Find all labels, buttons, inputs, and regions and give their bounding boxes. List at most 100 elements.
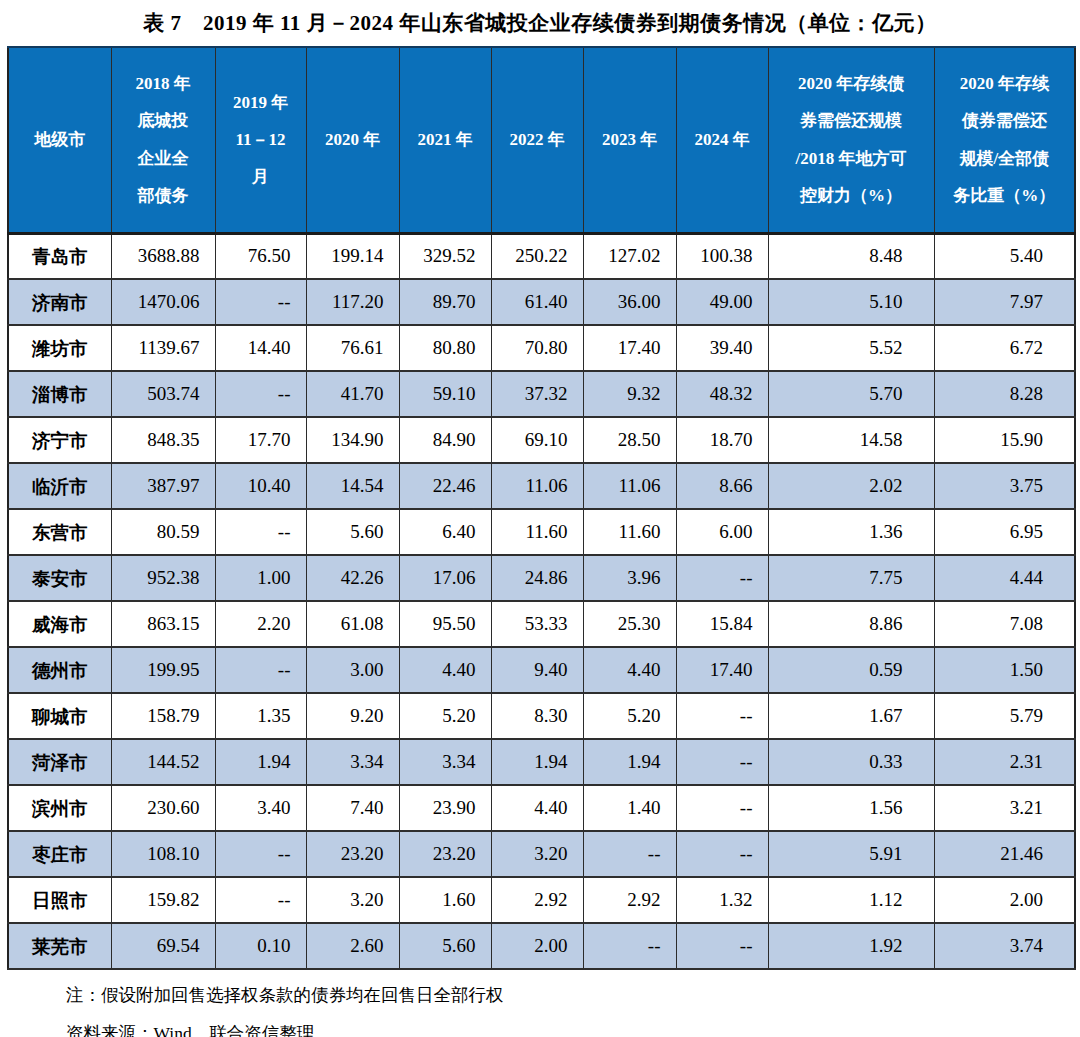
value-cell: 7.08 (934, 601, 1075, 647)
city-cell: 枣庄市 (8, 831, 111, 877)
table-row: 聊城市158.791.359.205.208.305.20--1.675.79 (8, 693, 1075, 739)
value-cell: 2.20 (215, 601, 306, 647)
value-cell: 95.50 (399, 601, 491, 647)
value-cell: 37.32 (491, 371, 583, 417)
city-cell: 威海市 (8, 601, 111, 647)
city-cell: 青岛市 (8, 233, 111, 279)
table-row: 枣庄市108.10--23.2023.203.20----5.9121.46 (8, 831, 1075, 877)
column-header: 2020 年存续债 券需偿还规模 /2018 年地方可 控财力（%） (768, 47, 934, 233)
value-cell: -- (676, 555, 768, 601)
value-cell: 1.94 (491, 739, 583, 785)
column-header: 地级市 (8, 47, 111, 233)
value-cell: 3.20 (491, 831, 583, 877)
value-cell: -- (676, 785, 768, 831)
value-cell: 69.10 (491, 417, 583, 463)
table-footnotes: 注：假设附加回售选择权条款的债券均在回售日全部行权 资料来源：Wind、联合资信… (66, 977, 1080, 1037)
value-cell: 108.10 (111, 831, 215, 877)
value-cell: 89.70 (399, 279, 491, 325)
value-cell: -- (676, 739, 768, 785)
value-cell: 5.20 (399, 693, 491, 739)
value-cell: 2.00 (934, 877, 1075, 923)
value-cell: 3.00 (306, 647, 399, 693)
value-cell: 42.26 (306, 555, 399, 601)
table-row: 德州市199.95--3.004.409.404.4017.400.591.50 (8, 647, 1075, 693)
table-row: 济宁市848.3517.70134.9084.9069.1028.5018.70… (8, 417, 1075, 463)
city-cell: 滨州市 (8, 785, 111, 831)
value-cell: 6.00 (676, 509, 768, 555)
column-header: 2020 年 (306, 47, 399, 233)
value-cell: 15.84 (676, 601, 768, 647)
value-cell: 9.20 (306, 693, 399, 739)
value-cell: 3.34 (306, 739, 399, 785)
value-cell: 5.60 (306, 509, 399, 555)
value-cell: 158.79 (111, 693, 215, 739)
value-cell: 23.90 (399, 785, 491, 831)
document-page: 表 7 2019 年 11 月－2024 年山东省城投企业存续债券到期债务情况（… (0, 0, 1080, 1037)
value-cell: 15.90 (934, 417, 1075, 463)
value-cell: 11.60 (583, 509, 676, 555)
value-cell: 8.86 (768, 601, 934, 647)
value-cell: 1.60 (399, 877, 491, 923)
value-cell: 24.86 (491, 555, 583, 601)
value-cell: 503.74 (111, 371, 215, 417)
value-cell: 6.40 (399, 509, 491, 555)
city-cell: 东营市 (8, 509, 111, 555)
value-cell: 14.54 (306, 463, 399, 509)
value-cell: 3.34 (399, 739, 491, 785)
value-cell: 8.30 (491, 693, 583, 739)
column-header: 2022 年 (491, 47, 583, 233)
value-cell: 17.40 (583, 325, 676, 371)
column-header: 2018 年 底城投 企业全 部债务 (111, 47, 215, 233)
value-cell: 100.38 (676, 233, 768, 279)
value-cell: -- (676, 693, 768, 739)
value-cell: 5.40 (934, 233, 1075, 279)
value-cell: 84.90 (399, 417, 491, 463)
value-cell: 3.75 (934, 463, 1075, 509)
value-cell: 1139.67 (111, 325, 215, 371)
value-cell: 117.20 (306, 279, 399, 325)
value-cell: 5.52 (768, 325, 934, 371)
value-cell: 1.36 (768, 509, 934, 555)
value-cell: 61.08 (306, 601, 399, 647)
column-header: 2021 年 (399, 47, 491, 233)
column-header: 2023 年 (583, 47, 676, 233)
table-row: 青岛市3688.8876.50199.14329.52250.22127.021… (8, 233, 1075, 279)
value-cell: 199.14 (306, 233, 399, 279)
value-cell: 952.38 (111, 555, 215, 601)
value-cell: 1.32 (676, 877, 768, 923)
value-cell: 7.40 (306, 785, 399, 831)
value-cell: 848.35 (111, 417, 215, 463)
value-cell: 17.06 (399, 555, 491, 601)
table-row: 临沂市387.9710.4014.5422.4611.0611.068.662.… (8, 463, 1075, 509)
table-row: 东营市80.59--5.606.4011.6011.606.001.366.95 (8, 509, 1075, 555)
table-source: 资料来源：Wind、联合资信整理 (66, 1015, 1080, 1037)
table-row: 莱芜市69.540.102.605.602.00----1.923.74 (8, 923, 1075, 969)
value-cell: 70.80 (491, 325, 583, 371)
value-cell: 5.91 (768, 831, 934, 877)
value-cell: 7.75 (768, 555, 934, 601)
value-cell: -- (215, 279, 306, 325)
value-cell: 41.70 (306, 371, 399, 417)
value-cell: 1470.06 (111, 279, 215, 325)
table-row: 泰安市952.381.0042.2617.0624.863.96--7.754.… (8, 555, 1075, 601)
value-cell: 3688.88 (111, 233, 215, 279)
value-cell: 5.60 (399, 923, 491, 969)
value-cell: -- (583, 923, 676, 969)
value-cell: 53.33 (491, 601, 583, 647)
value-cell: 4.44 (934, 555, 1075, 601)
city-cell: 临沂市 (8, 463, 111, 509)
city-cell: 济南市 (8, 279, 111, 325)
value-cell: 1.35 (215, 693, 306, 739)
value-cell: 14.58 (768, 417, 934, 463)
value-cell: 3.40 (215, 785, 306, 831)
value-cell: 230.60 (111, 785, 215, 831)
city-cell: 莱芜市 (8, 923, 111, 969)
value-cell: -- (215, 371, 306, 417)
value-cell: 10.40 (215, 463, 306, 509)
value-cell: 61.40 (491, 279, 583, 325)
value-cell: 250.22 (491, 233, 583, 279)
value-cell: 2.31 (934, 739, 1075, 785)
value-cell: 127.02 (583, 233, 676, 279)
value-cell: 1.00 (215, 555, 306, 601)
value-cell: 1.12 (768, 877, 934, 923)
